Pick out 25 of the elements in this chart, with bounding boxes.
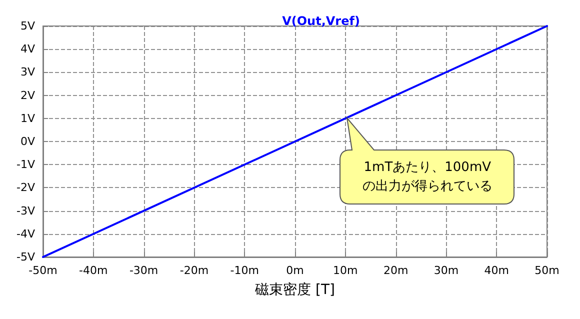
- y-tick-label: 2V: [20, 88, 36, 102]
- x-tick-label: -30m: [129, 264, 158, 277]
- y-tick-label: 1V: [20, 112, 36, 125]
- y-tick-label: -2V: [16, 181, 36, 194]
- chart-title: V(Out,Vref): [282, 14, 360, 28]
- x-tick-label: -10m: [230, 264, 259, 277]
- x-tick-label: -20m: [180, 264, 209, 277]
- x-tick-label: 40m: [484, 264, 509, 277]
- x-tick-label: 30m: [434, 264, 459, 277]
- x-tick-label: 50m: [534, 264, 560, 277]
- y-tick-label: -4V: [16, 227, 36, 240]
- y-tick-label: 4V: [20, 42, 36, 56]
- y-tick-label: -3V: [16, 204, 36, 218]
- x-axis-title: 磁束密度 [T]: [254, 282, 335, 298]
- x-tick-label: -40m: [79, 264, 108, 277]
- y-tick-label: 0V: [20, 135, 36, 148]
- y-tick-label: 3V: [20, 66, 36, 79]
- y-tick-label: 5V: [20, 20, 36, 32]
- x-tick-label: 10m: [333, 264, 358, 277]
- y-tick-label: -5V: [16, 250, 36, 264]
- x-tick-label: 0m: [286, 264, 304, 277]
- y-tick-label: -1V: [16, 158, 36, 172]
- x-tick-label: -50m: [28, 264, 58, 277]
- annotation: 1mTあたり、100mV の出力が得られている: [361, 159, 494, 196]
- x-tick-label: 20m: [383, 264, 408, 277]
